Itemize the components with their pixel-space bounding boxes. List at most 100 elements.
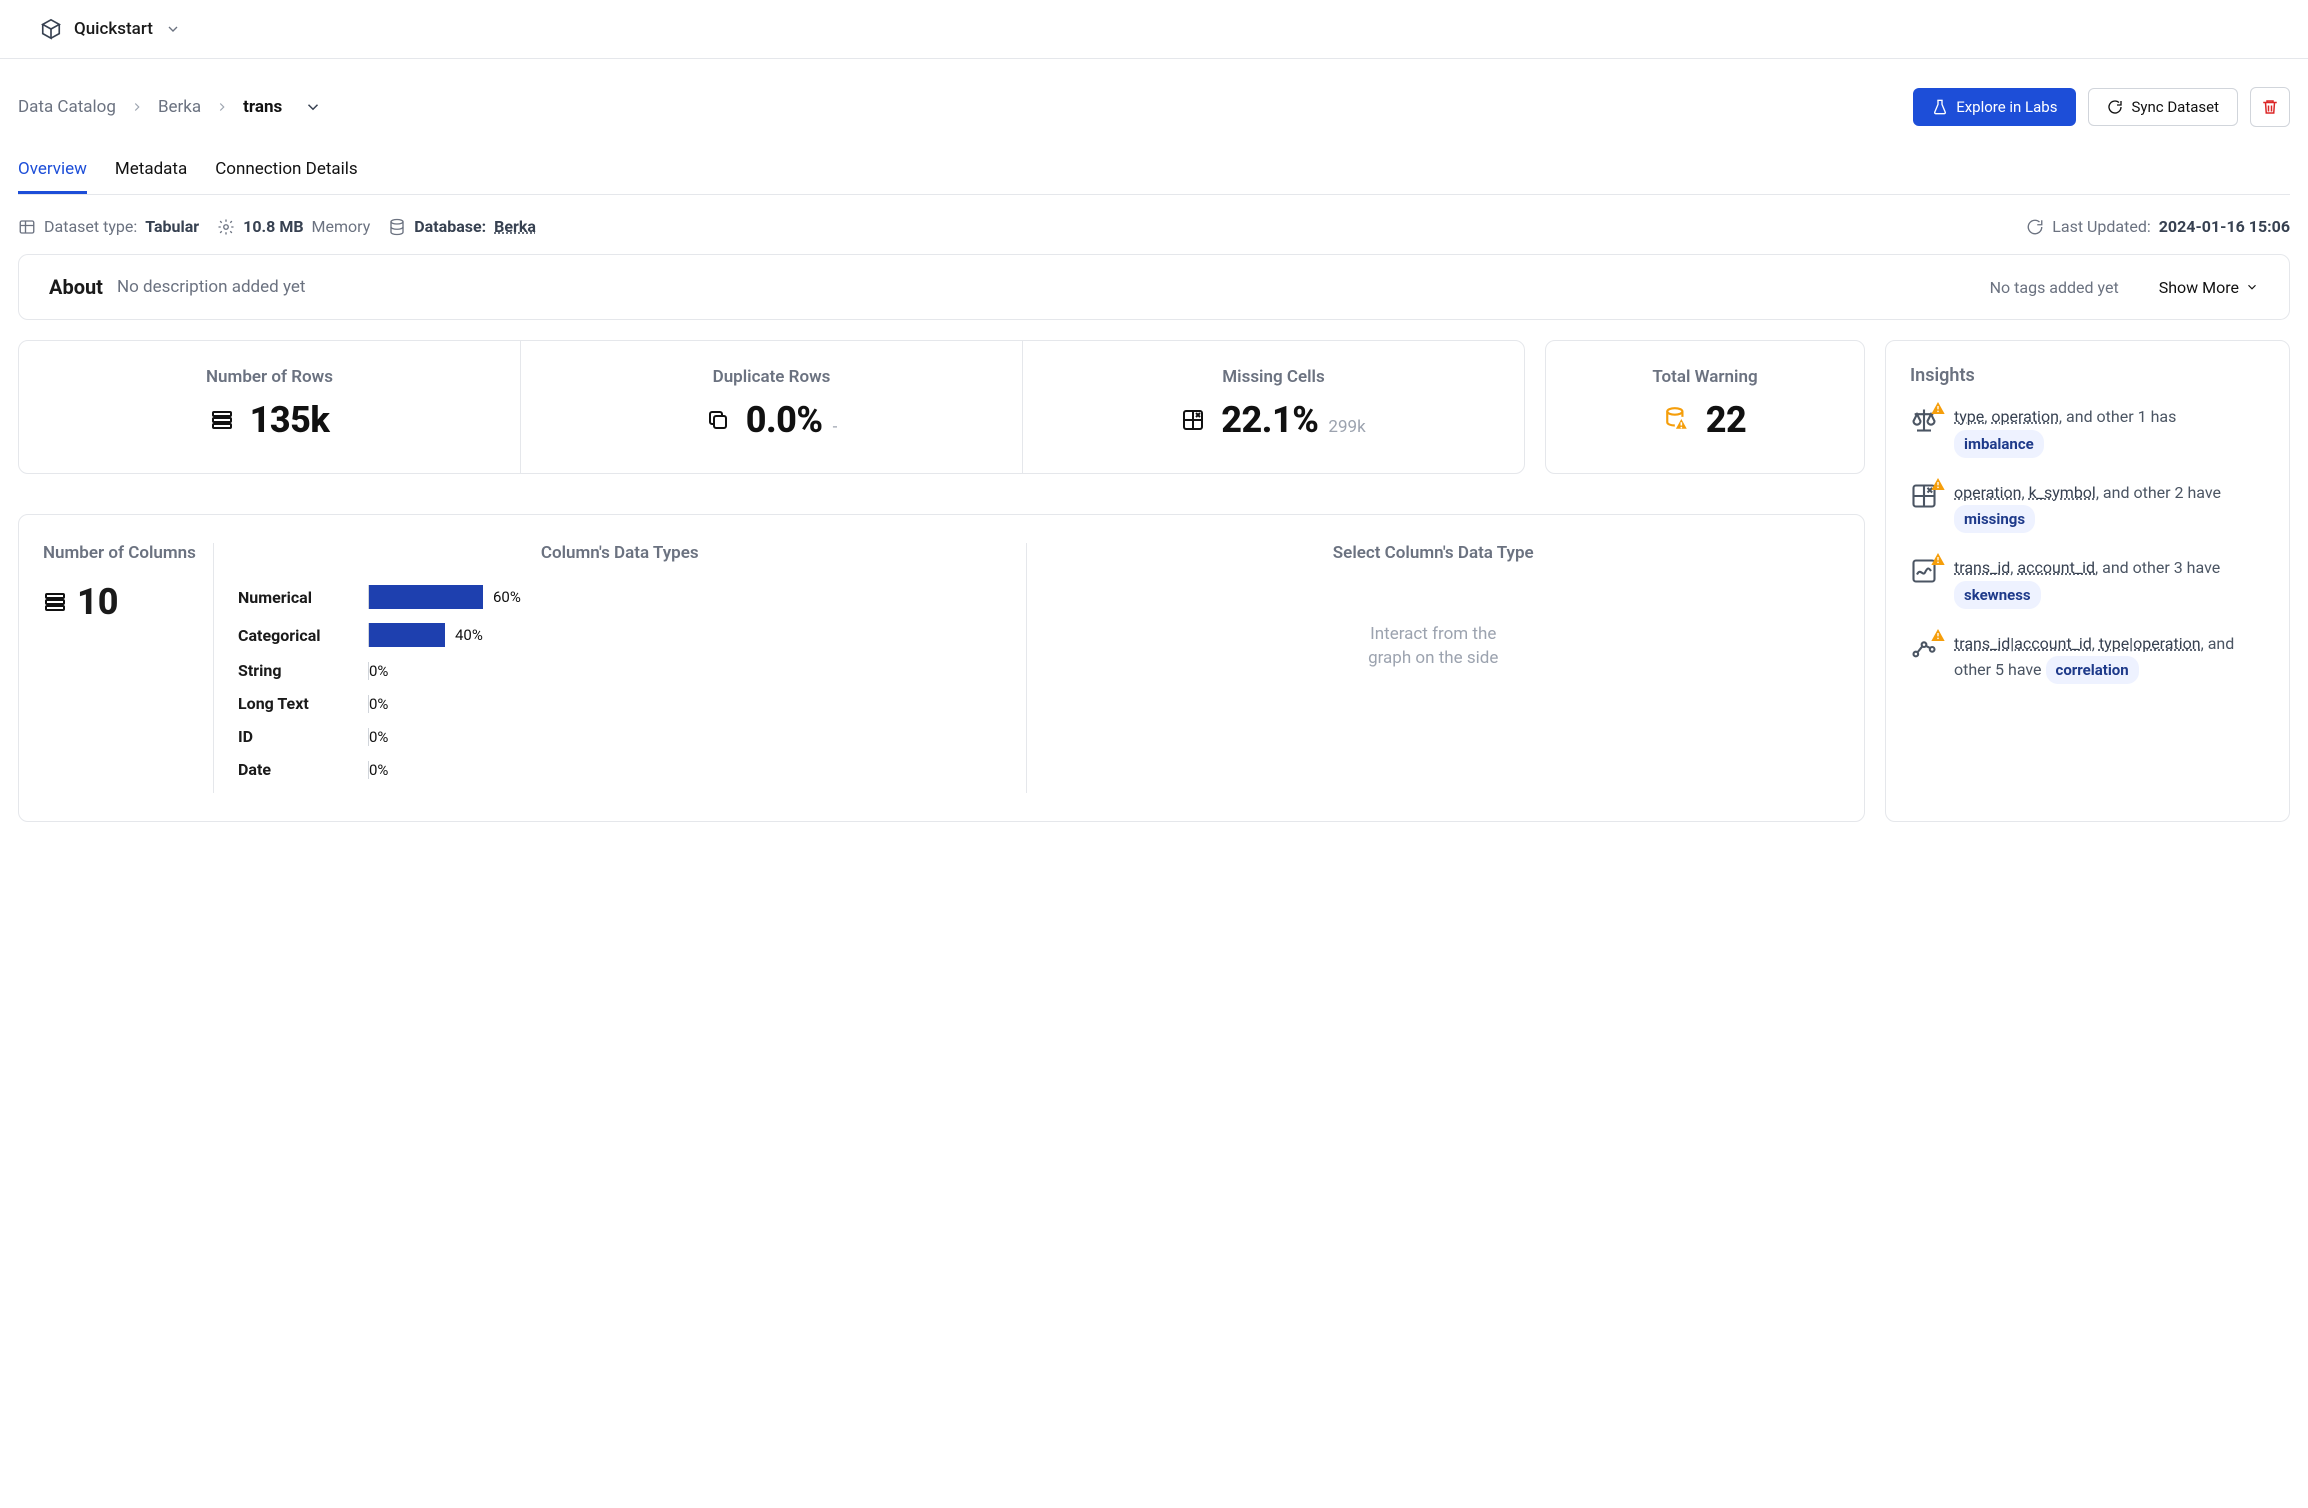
breadcrumb-root[interactable]: Data Catalog: [18, 97, 116, 117]
stats-card: Number of Rows 135k Duplicate Rows: [18, 340, 1525, 474]
grid-x-icon: [1181, 408, 1205, 432]
chevron-down-icon[interactable]: [165, 21, 181, 37]
column-types-title: Column's Data Types: [238, 543, 1002, 563]
bar-row[interactable]: Date 0%: [238, 760, 1002, 779]
bar-label: Date: [238, 760, 358, 779]
show-more-label: Show More: [2159, 278, 2239, 297]
insight-tag: skewness: [1954, 581, 2041, 609]
updated-value: 2024-01-16 15:06: [2159, 217, 2290, 236]
memory-label: Memory: [312, 217, 371, 236]
chevron-right-icon: [130, 100, 144, 114]
bar-track: 0%: [368, 695, 1002, 713]
insight-item[interactable]: operation, k_symbol, and other 2 have mi…: [1910, 480, 2265, 534]
top-bar: Quickstart: [0, 0, 2308, 59]
dataset-memory: 10.8 MB Memory: [217, 217, 370, 236]
sync-label: Sync Dataset: [2131, 98, 2219, 116]
database-label: Database:: [414, 217, 486, 236]
bar-label: Numerical: [238, 588, 358, 607]
grid-icon: [1910, 482, 1940, 510]
insight-link[interactable]: account_id: [2017, 558, 2095, 577]
tab-metadata[interactable]: Metadata: [115, 147, 187, 194]
insights-card: Insights type, operation, and other 1 ha…: [1885, 340, 2290, 822]
stat-missing-cells: Missing Cells 22.1% 299k: [1022, 341, 1524, 473]
insight-link[interactable]: operation: [1954, 483, 2022, 502]
rows-icon: [210, 408, 234, 432]
tab-connection-details[interactable]: Connection Details: [215, 147, 357, 194]
database-link[interactable]: Berka: [494, 217, 536, 236]
breadcrumb-current: trans: [243, 97, 282, 117]
insight-link[interactable]: type: [1954, 407, 1984, 426]
bar-track: 60%: [368, 585, 1002, 609]
insight-link[interactable]: type|operation: [2099, 634, 2201, 653]
header-actions: Explore in Labs Sync Dataset: [1913, 87, 2290, 127]
insight-link[interactable]: operation: [1991, 407, 2059, 426]
dataset-database: Database: Berka: [388, 217, 536, 236]
insight-item[interactable]: trans_id|account_id, type|operation, and…: [1910, 631, 2265, 685]
insight-link[interactable]: trans_id: [1954, 558, 2010, 577]
columns-card: Number of Columns 10 Column's Data Types…: [18, 514, 1865, 822]
bar-track: 0%: [368, 662, 1002, 680]
insight-tag: imbalance: [1954, 430, 2044, 458]
bar-pct: 0%: [369, 728, 388, 746]
explore-in-labs-button[interactable]: Explore in Labs: [1913, 88, 2076, 126]
stat-rows-value: 135k: [250, 399, 330, 441]
insight-text: trans_id, account_id, and other 3 have s…: [1954, 555, 2265, 609]
stat-warn-label: Total Warning: [1566, 367, 1844, 387]
breadcrumb-parent[interactable]: Berka: [158, 97, 201, 117]
stat-dup-sub: -: [833, 417, 838, 437]
tabs: Overview Metadata Connection Details: [18, 147, 2290, 195]
hint-line-1: Interact from the: [1051, 623, 1817, 647]
refresh-icon: [2107, 99, 2123, 115]
stat-rows: Number of Rows 135k: [19, 341, 520, 473]
bar-label: Long Text: [238, 694, 358, 713]
show-more-button[interactable]: Show More: [2159, 278, 2259, 297]
sync-dataset-button[interactable]: Sync Dataset: [2088, 88, 2238, 126]
about-description: No description added yet: [117, 277, 306, 297]
bar-track: 40%: [368, 623, 1002, 647]
stats-grid: Number of Rows 135k Duplicate Rows: [18, 340, 2290, 822]
bar-row[interactable]: Categorical40%: [238, 623, 1002, 647]
insight-text: type, operation, and other 1 has imbalan…: [1954, 404, 2265, 458]
insight-item[interactable]: trans_id, account_id, and other 3 have s…: [1910, 555, 2265, 609]
insights-list: type, operation, and other 1 has imbalan…: [1910, 404, 2265, 684]
chevron-down-icon[interactable]: [304, 98, 322, 116]
bar-pct: 40%: [455, 626, 483, 644]
app-name[interactable]: Quickstart: [74, 19, 153, 39]
bar-label: ID: [238, 727, 358, 746]
insight-text: operation, k_symbol, and other 2 have mi…: [1954, 480, 2265, 534]
bar-row[interactable]: Numerical 60%: [238, 585, 1002, 609]
insight-text: trans_id|account_id, type|operation, and…: [1954, 631, 2265, 685]
stat-dup-label: Duplicate Rows: [541, 367, 1002, 387]
insight-item[interactable]: type, operation, and other 1 has imbalan…: [1910, 404, 2265, 458]
stat-duplicate-rows: Duplicate Rows 0.0% -: [520, 341, 1022, 473]
bar-fill: [369, 585, 483, 609]
tab-overview[interactable]: Overview: [18, 147, 87, 194]
column-types-chart[interactable]: Numerical60%Categorical40%String0%Long T…: [238, 585, 1002, 779]
stat-rows-label: Number of Rows: [39, 367, 500, 387]
delete-button[interactable]: [2250, 87, 2290, 127]
gear-icon: [217, 218, 235, 236]
chevron-down-icon: [2245, 280, 2259, 294]
bar-row[interactable]: Long Text 0%: [238, 694, 1002, 713]
hint-line-2: graph on the side: [1051, 647, 1817, 671]
copy-icon: [706, 408, 730, 432]
total-warning-card: Total Warning 22: [1545, 340, 1865, 474]
bar-row[interactable]: String 0%: [238, 661, 1002, 680]
bar-label: String: [238, 661, 358, 680]
columns-count-label: Number of Columns: [43, 543, 203, 563]
bar-row[interactable]: ID 0%: [238, 727, 1002, 746]
updated-label: Last Updated:: [2052, 217, 2150, 236]
insight-link[interactable]: trans_id|account_id: [1954, 634, 2092, 653]
trash-icon: [2261, 98, 2279, 116]
insight-tag: correlation: [2046, 656, 2139, 684]
insight-link[interactable]: k_symbol: [2029, 483, 2096, 502]
chevron-right-icon: [215, 100, 229, 114]
about-card: About No description added yet No tags a…: [18, 254, 2290, 320]
about-tags: No tags added yet: [1990, 278, 2119, 297]
table-icon: [18, 218, 36, 236]
columns-count-value: 10: [77, 581, 119, 623]
page-header: Data Catalog Berka trans Explore in Labs: [18, 59, 2290, 147]
corr-icon: [1910, 633, 1940, 661]
select-column-type-title: Select Column's Data Type: [1051, 543, 1817, 563]
bar-track: 0%: [368, 761, 1002, 779]
